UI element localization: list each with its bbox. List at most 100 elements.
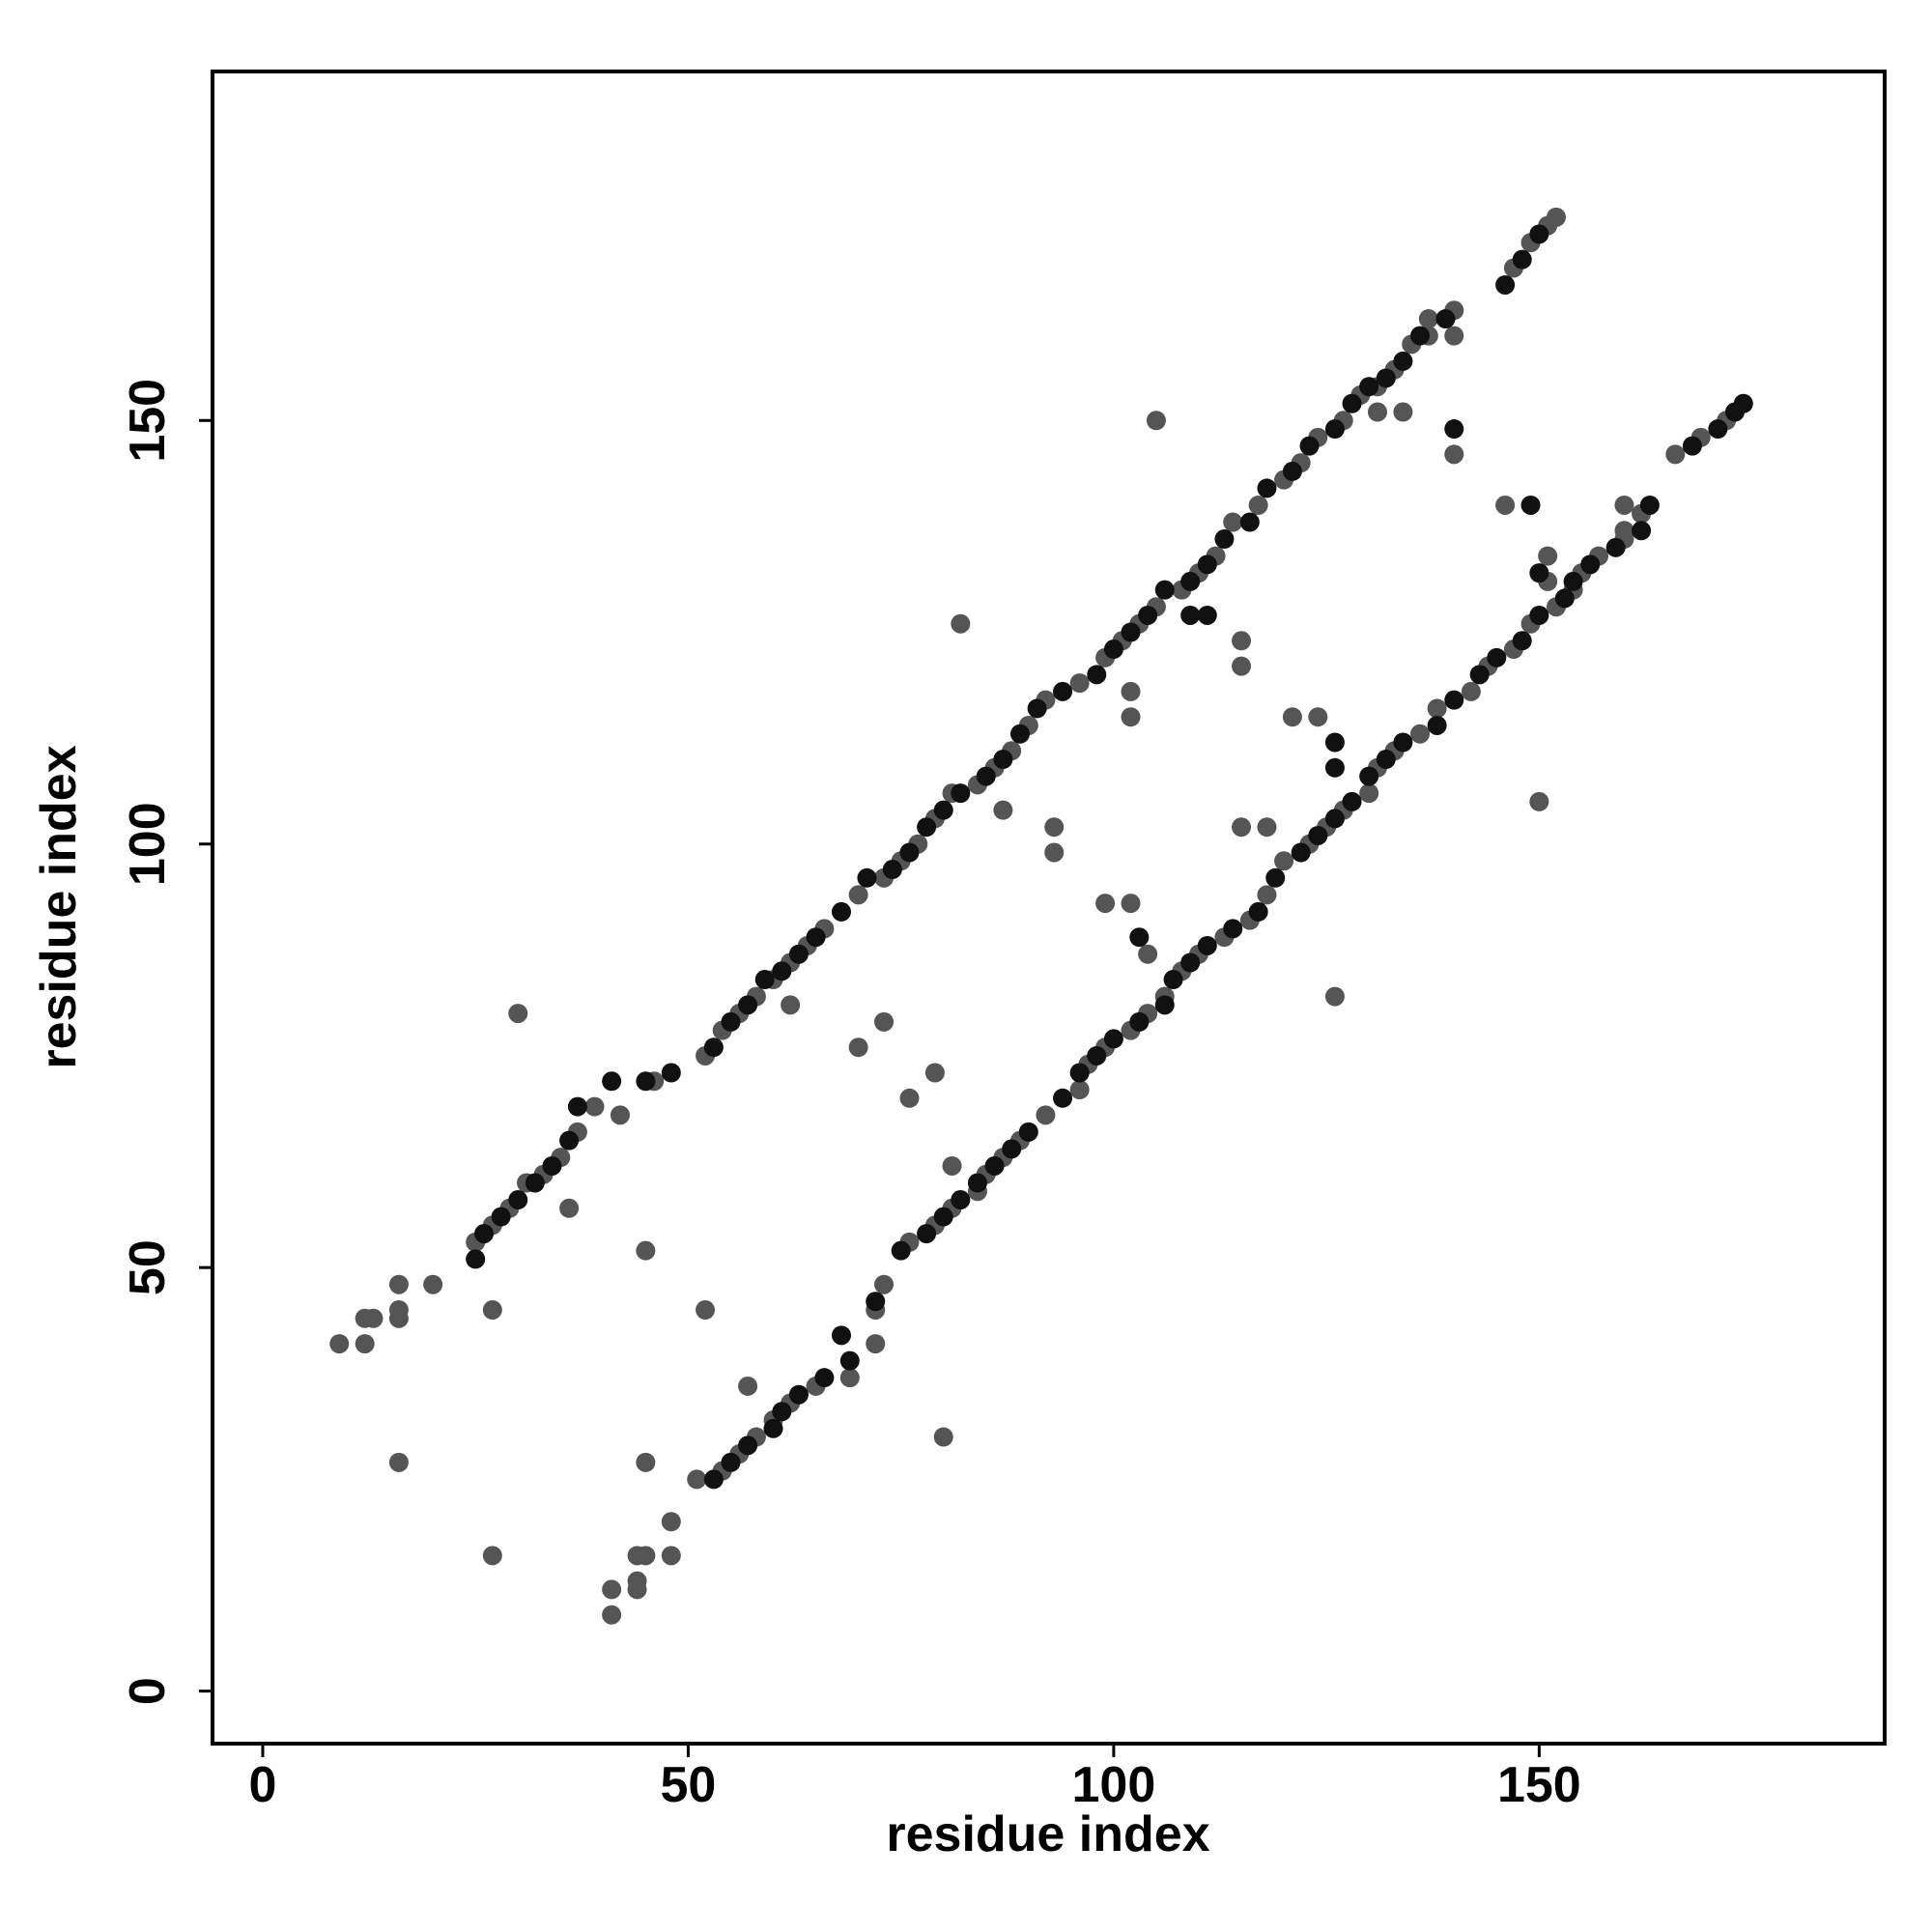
point <box>423 1274 443 1294</box>
point <box>882 860 902 880</box>
point <box>1095 894 1116 914</box>
point <box>1427 698 1447 719</box>
point <box>788 944 809 964</box>
point <box>1214 529 1235 550</box>
point <box>1376 750 1396 770</box>
point <box>1154 580 1175 600</box>
point <box>661 1512 681 1532</box>
point <box>933 1427 953 1447</box>
point <box>1257 885 1277 905</box>
point <box>1469 665 1490 685</box>
point <box>1444 690 1464 710</box>
point <box>1444 444 1464 465</box>
point <box>355 1334 375 1354</box>
point <box>703 1037 724 1058</box>
point <box>951 1190 971 1210</box>
point <box>1121 894 1141 914</box>
point <box>602 1579 622 1600</box>
point <box>1146 411 1166 431</box>
point <box>1580 554 1601 575</box>
point <box>738 1435 758 1456</box>
point <box>1529 791 1549 811</box>
point <box>329 1334 350 1354</box>
point <box>559 1198 580 1218</box>
point <box>848 885 868 905</box>
point <box>1138 605 1158 625</box>
point <box>1546 207 1566 227</box>
point <box>636 1240 656 1261</box>
point <box>687 1469 707 1490</box>
point <box>1239 512 1260 532</box>
point <box>1163 970 1183 990</box>
point <box>1197 554 1217 575</box>
point <box>1410 724 1431 744</box>
point <box>1248 495 1268 515</box>
point <box>1223 919 1243 939</box>
point <box>1087 665 1107 685</box>
point <box>924 1063 945 1083</box>
point <box>1359 766 1379 786</box>
point <box>703 1469 724 1490</box>
x-tick-label: 50 <box>661 1757 717 1813</box>
point <box>1291 842 1311 863</box>
point <box>1393 351 1413 371</box>
point <box>1044 817 1065 838</box>
point <box>1324 732 1345 753</box>
point <box>1197 935 1217 955</box>
point <box>1733 393 1753 413</box>
point <box>1299 436 1320 456</box>
point <box>839 1368 860 1388</box>
point <box>788 1384 809 1405</box>
point <box>1257 478 1277 498</box>
point <box>899 1088 920 1108</box>
point <box>1308 707 1328 727</box>
point <box>1682 436 1702 456</box>
point <box>993 800 1013 820</box>
point <box>1121 707 1141 727</box>
point <box>831 1325 851 1346</box>
point <box>602 1605 622 1625</box>
point <box>1444 419 1464 440</box>
point <box>1614 495 1634 515</box>
point <box>1180 952 1201 973</box>
point <box>1367 402 1387 422</box>
point <box>508 1004 528 1024</box>
y-tick-label: 100 <box>120 802 176 886</box>
point <box>891 1240 911 1261</box>
point <box>984 1155 1005 1176</box>
point <box>1009 724 1030 744</box>
point <box>627 1571 647 1591</box>
point <box>1282 461 1302 481</box>
point <box>1197 605 1217 625</box>
point <box>899 842 920 863</box>
point <box>474 1224 495 1244</box>
point <box>1053 1088 1073 1108</box>
x-tick-label: 0 <box>249 1757 277 1813</box>
point <box>993 750 1013 770</box>
point <box>1232 817 1252 838</box>
point <box>1308 825 1328 845</box>
point <box>1435 309 1456 329</box>
point <box>1138 944 1158 964</box>
point <box>508 1190 528 1210</box>
point <box>1180 605 1201 625</box>
point <box>772 1402 792 1422</box>
point <box>1495 495 1516 515</box>
point <box>1036 1105 1056 1125</box>
point <box>1324 419 1345 440</box>
point <box>951 783 971 804</box>
point <box>1393 402 1413 422</box>
point <box>754 970 775 990</box>
point <box>567 1096 587 1117</box>
point <box>1529 605 1549 625</box>
point <box>1614 521 1634 541</box>
point <box>636 1452 656 1472</box>
point <box>388 1300 409 1321</box>
point <box>1232 631 1252 651</box>
point <box>1324 757 1345 778</box>
point <box>1410 326 1431 346</box>
point <box>781 995 801 1015</box>
point <box>951 613 971 634</box>
point <box>1554 588 1575 609</box>
